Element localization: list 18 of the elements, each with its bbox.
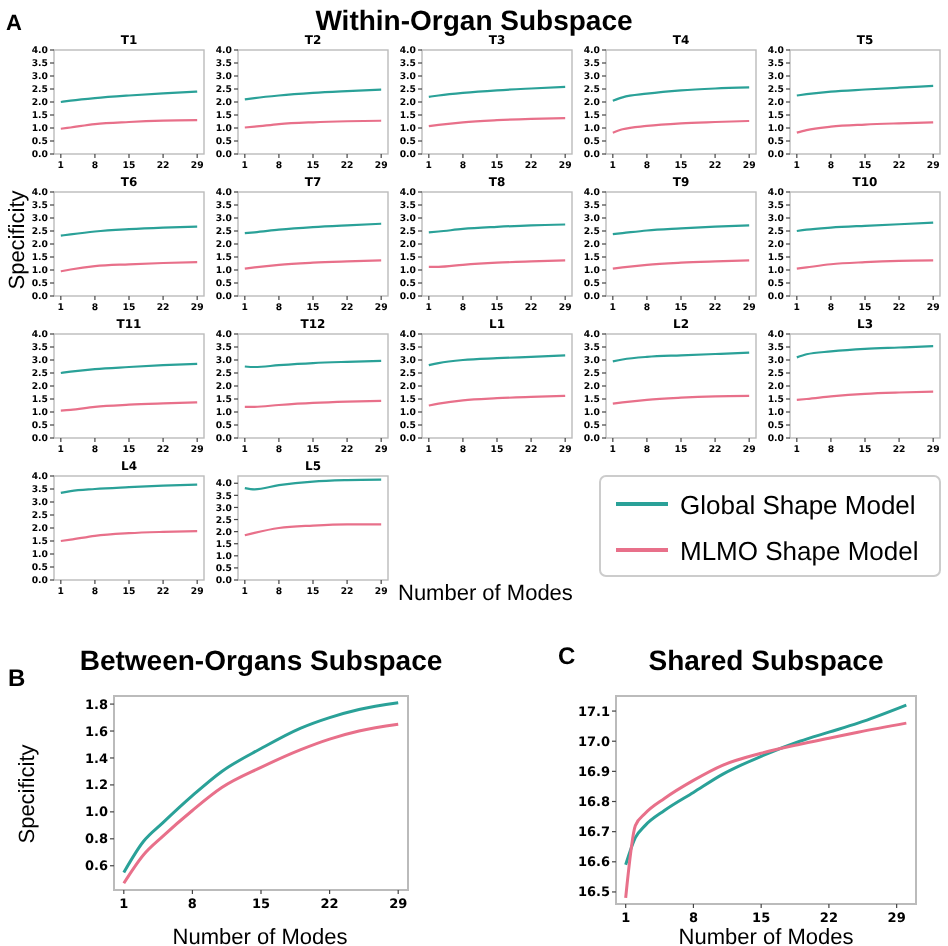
chart-title: Between-Organs Subspace (79, 644, 443, 676)
line-series (122, 722, 400, 885)
text: C (558, 642, 576, 670)
y-axis-title: Specificity (16, 743, 40, 844)
x-axis-title: Number of Modes (678, 926, 855, 946)
text: Within-Organ Subspace (315, 4, 633, 36)
x-axis-title: Number of Modes (398, 582, 574, 606)
line-series (624, 703, 908, 867)
chart-title: Shared Subspace (648, 644, 884, 676)
legend-label: MLMO Shape Model (680, 536, 919, 566)
legend-label: Global Shape Model (680, 490, 916, 520)
line-series (611, 86, 751, 102)
y-axis-title: Specificity (6, 189, 30, 290)
line-series (624, 721, 908, 900)
line-series (122, 701, 400, 874)
text: B (8, 664, 26, 692)
x-axis-title: Number of Modes (172, 926, 349, 946)
text: A (6, 12, 22, 36)
